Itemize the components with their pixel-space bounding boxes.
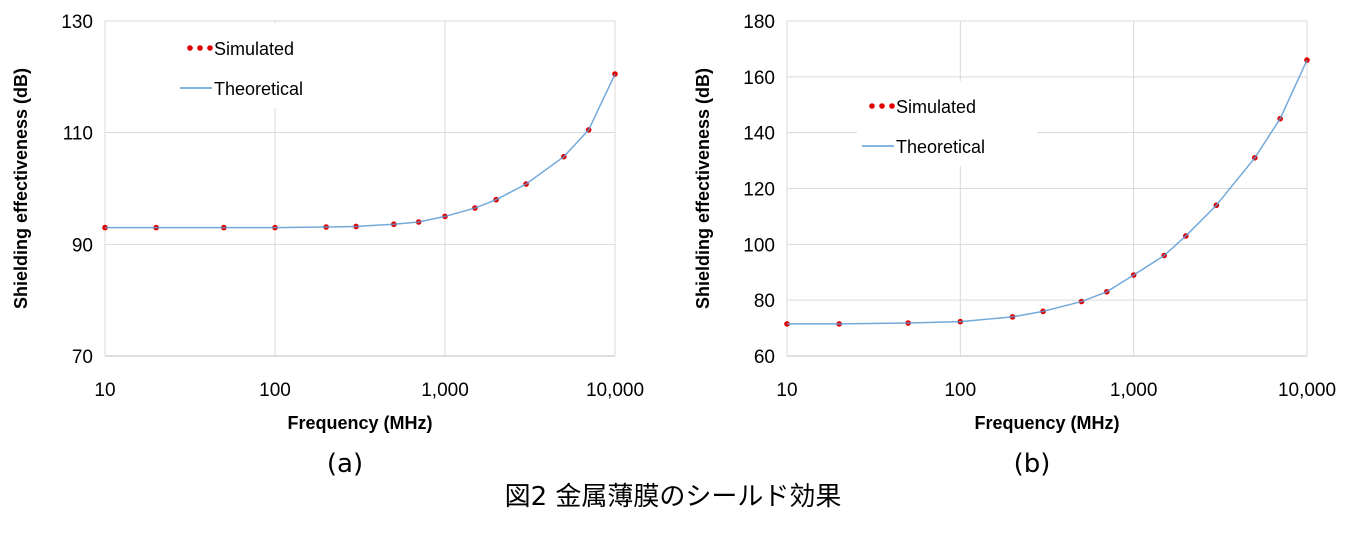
legend-label: Simulated [896,97,976,117]
data-point [612,71,618,77]
data-line [105,73,616,229]
x-axis-title: Frequency (MHz) [974,413,1119,433]
y-tick-label: 180 [743,12,775,33]
y-tick-label: 130 [61,12,93,33]
y-tick-label: 110 [63,124,93,145]
legend-box [175,23,355,108]
legend-symbol [197,45,203,51]
y-axis-title: Shielding effectiveness (dB) [693,68,713,309]
legend-symbol [207,45,213,51]
figure-caption: 図2 金属薄膜のシールド効果 [505,482,842,512]
legend-symbol [187,45,193,51]
legend-label: Theoretical [896,137,985,157]
legend-symbol [889,103,895,109]
y-tick-label: 160 [743,68,775,89]
x-tick-label: 1,000 [421,380,469,401]
x-tick-label: 100 [944,380,976,401]
x-tick-label: 100 [259,380,291,401]
x-tick-label: 10,000 [586,380,644,401]
x-tick-label: 10,000 [1278,380,1336,401]
x-tick-label: 1,000 [1110,380,1158,401]
y-tick-label: 120 [743,180,775,201]
legend-symbol [879,103,885,109]
y-axis-title: Shielding effectiveness (dB) [11,68,31,309]
legend-symbol [869,103,875,109]
y-tick-label: 90 [72,235,93,256]
legend-label: Theoretical [214,79,303,99]
panel-label: (a) [327,449,363,479]
legend-box [857,81,1037,166]
legend-label: Simulated [214,39,294,59]
y-tick-label: 60 [754,347,775,368]
panel-label: (b) [1014,449,1051,479]
x-tick-label: 10 [94,380,115,401]
y-tick-label: 140 [743,124,775,145]
y-tick-label: 100 [743,235,775,256]
data-line [787,59,1308,325]
y-tick-label: 70 [72,347,93,368]
y-tick-label: 80 [754,291,775,312]
x-tick-label: 10 [776,380,797,401]
x-axis-title: Frequency (MHz) [287,413,432,433]
